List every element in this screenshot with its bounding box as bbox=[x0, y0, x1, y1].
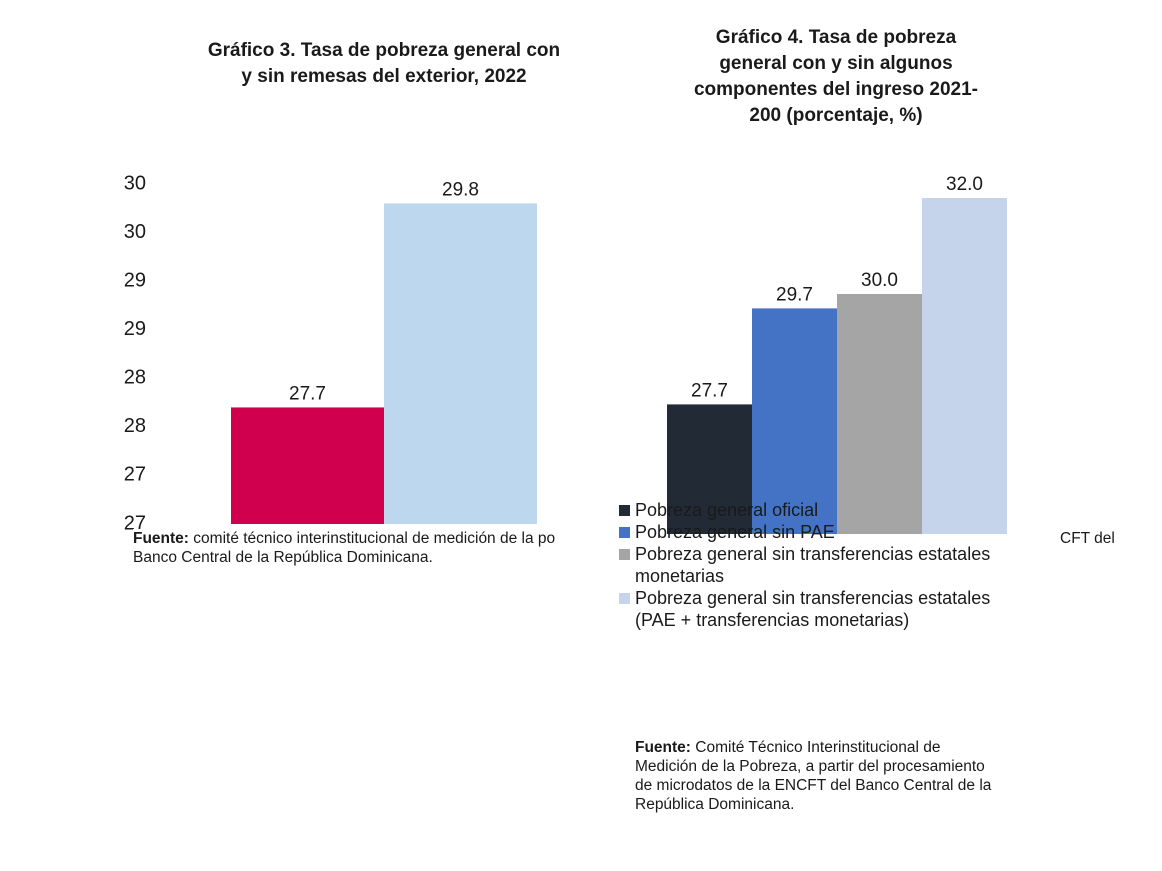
y-tick-label: 30 bbox=[124, 221, 146, 243]
legend-swatch bbox=[619, 505, 630, 516]
legend-item: Pobreza general sin PAE bbox=[619, 521, 1029, 543]
chart-title: Gráfico 4. Tasa de pobreza general con y… bbox=[666, 25, 1006, 129]
footnote: CFT del bbox=[1060, 529, 1115, 548]
legend-label: Pobreza general sin transferencias estat… bbox=[635, 544, 991, 586]
bar bbox=[384, 203, 537, 524]
y-tick-label: 28 bbox=[124, 415, 146, 437]
footnote-label: Fuente: bbox=[635, 739, 691, 756]
data-label: 30.0 bbox=[861, 270, 898, 291]
y-tick-label: 27 bbox=[124, 512, 146, 534]
bar bbox=[837, 294, 922, 534]
data-label: 32.0 bbox=[946, 174, 983, 195]
legend-swatch bbox=[619, 593, 630, 604]
footnote-text: comité técnico interinstitucional de med… bbox=[193, 530, 556, 547]
bar bbox=[231, 407, 384, 524]
bar bbox=[752, 308, 837, 534]
bar bbox=[922, 198, 1007, 534]
footnote-label: Fuente: bbox=[133, 530, 189, 547]
footnote-text: Comité Técnico Interinstitucional de Med… bbox=[635, 739, 992, 813]
title-line: Gráfico 4. Tasa de pobreza bbox=[715, 27, 957, 48]
y-tick-label: 28 bbox=[124, 367, 146, 389]
legend-item: Pobreza general oficial bbox=[619, 499, 1029, 521]
legend-item: Pobreza general sin transferencias estat… bbox=[619, 587, 1029, 631]
chart-title: Gráfico 3. Tasa de pobreza general con y… bbox=[174, 38, 594, 90]
legend-label: Pobreza general sin transferencias estat… bbox=[635, 588, 991, 630]
y-tick-label: 30 bbox=[124, 172, 146, 194]
data-label: 27.7 bbox=[691, 380, 728, 401]
data-label: 29.7 bbox=[776, 284, 813, 305]
footnote-text: Banco Central de la República Dominicana… bbox=[133, 549, 433, 566]
legend: Pobreza general oficial Pobreza general s… bbox=[619, 499, 1029, 631]
title-line: Gráfico 3. Tasa de pobreza general con bbox=[207, 40, 561, 61]
legend-swatch bbox=[619, 527, 630, 538]
footnote: Fuente: comité técnico interinstituciona… bbox=[133, 529, 613, 567]
title-line: general con y sin algunos bbox=[719, 53, 953, 74]
data-label: 29.8 bbox=[442, 179, 479, 200]
footnote: Fuente: Comité Técnico Interinstituciona… bbox=[635, 738, 1005, 814]
legend-label: Pobreza general sin PAE bbox=[635, 522, 835, 542]
legend-item: Pobreza general sin transferencias estat… bbox=[619, 543, 1029, 587]
bar bbox=[667, 404, 752, 534]
legend-swatch bbox=[619, 549, 630, 560]
y-tick-label: 29 bbox=[124, 269, 146, 291]
data-label: 27.7 bbox=[289, 383, 326, 404]
legend-label: Pobreza general oficial bbox=[635, 500, 819, 520]
y-tick-label: 27 bbox=[124, 464, 146, 486]
title-line: y sin remesas del exterior, 2022 bbox=[241, 66, 527, 87]
title-line: 200 (porcentaje, %) bbox=[749, 105, 923, 126]
y-tick-label: 29 bbox=[124, 318, 146, 340]
title-line: componentes del ingreso 2021- bbox=[693, 79, 979, 100]
footnote-text: CFT del bbox=[1060, 530, 1115, 547]
